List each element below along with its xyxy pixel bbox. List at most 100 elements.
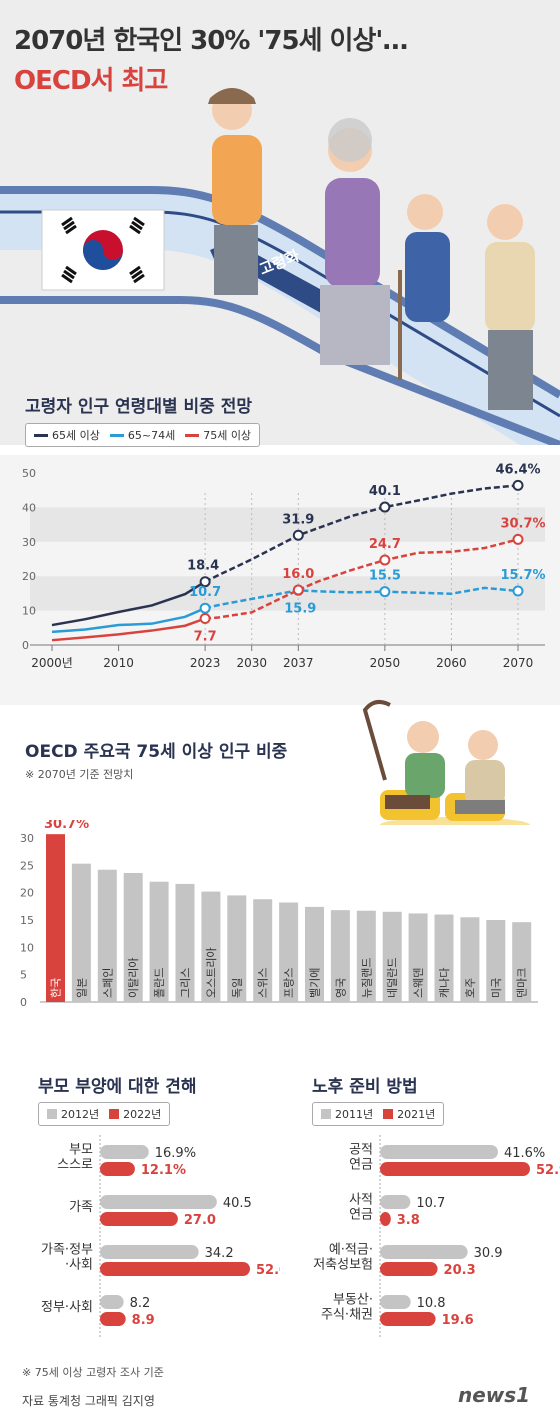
value-label: 30.9 — [474, 1246, 503, 1261]
y-tick-label: 0 — [20, 996, 27, 1009]
category-label: 연금 — [349, 1158, 373, 1173]
y-tick-label: 40 — [22, 501, 36, 514]
data-point — [292, 529, 304, 541]
data-label: 15.9 — [284, 601, 316, 616]
bar-18 — [512, 922, 532, 1002]
bar-1 — [100, 1262, 250, 1276]
data-label: 15.5 — [369, 569, 401, 584]
bar-category-label: 미국 — [490, 978, 503, 998]
bar-9 — [279, 902, 299, 1002]
legend-item-2022: 2022년 — [109, 1106, 161, 1122]
bar-13 — [382, 911, 402, 1002]
bar-0 — [380, 1195, 411, 1209]
bar-category-label: 독일 — [230, 978, 244, 998]
headline-line2: OECD서 최고 — [14, 66, 168, 96]
bar-6 — [201, 891, 221, 1002]
headline-line1: 2070년 한국인 30% '75세 이상'… — [14, 26, 408, 56]
category-label: 스스로 — [57, 1158, 93, 1173]
bar-chart-title: OECD 주요국 75세 이상 인구 비중 — [25, 742, 288, 762]
value-label: 40.5 — [223, 1196, 252, 1211]
category-label: 연금 — [349, 1208, 373, 1223]
category-label: ·사회 — [65, 1258, 93, 1273]
bar-0 — [380, 1145, 498, 1159]
legend-item-65plus: 65세 이상 — [34, 427, 100, 443]
y-tick-label: 30 — [20, 832, 34, 845]
x-tick-label: 2030 — [236, 656, 267, 670]
category-label: 공적 — [349, 1143, 373, 1158]
data-point — [379, 554, 391, 566]
bar-1 — [380, 1262, 438, 1276]
category-label: 주식·채권 — [321, 1308, 373, 1323]
category-label: 가족 — [69, 1200, 93, 1215]
bar-14 — [408, 913, 428, 1002]
series-line-forecast-2 — [205, 538, 519, 620]
legend-item-2021: 2021년 — [383, 1106, 435, 1122]
bar-1 — [71, 863, 91, 1002]
value-label: 16.9% — [155, 1146, 196, 1161]
bar-category-label: 스웨덴 — [412, 968, 425, 998]
y-tick-label: 50 — [22, 467, 36, 480]
y-tick-label: 5 — [20, 969, 27, 982]
x-tick-label: 2070 — [503, 656, 534, 670]
value-label: 19.6 — [442, 1313, 474, 1328]
bar-1 — [100, 1312, 126, 1326]
retirement-prep-legend: 2011년 2021년 — [312, 1102, 445, 1126]
category-label: 정부·사회 — [41, 1300, 93, 1315]
data-label: 18.4 — [187, 559, 219, 574]
bar-0 — [100, 1295, 124, 1309]
category-label: 가족·정부 — [41, 1243, 93, 1258]
data-point — [379, 586, 391, 598]
bar-3 — [123, 872, 143, 1002]
value-label: 52.9% — [536, 1163, 560, 1178]
series-line-2 — [51, 617, 206, 642]
data-point — [512, 479, 524, 491]
data-label: 30.7% — [500, 516, 545, 531]
bar-category-label: 스페인 — [101, 968, 114, 998]
bar-category-label: 프랑스 — [283, 968, 296, 998]
bar-category-label: 벨기에 — [309, 968, 322, 998]
category-label: 부모 — [69, 1143, 93, 1158]
bar-1 — [380, 1162, 530, 1176]
data-label: 24.7 — [369, 537, 401, 552]
x-tick-label: 2023 — [190, 656, 221, 670]
elderly-couple-illustration — [362, 699, 530, 825]
data-point — [512, 533, 524, 545]
value-label: 10.8 — [417, 1296, 446, 1311]
value-label: 34.2 — [205, 1246, 234, 1261]
data-point — [199, 602, 211, 614]
value-label: 8.9 — [132, 1313, 155, 1328]
legend-item-75plus: 75세 이상 — [185, 427, 251, 443]
bar-2 — [97, 869, 117, 1002]
category-label: 예·적금· — [329, 1243, 373, 1258]
bar-15 — [434, 914, 454, 1002]
category-label: 저축성보험 — [313, 1258, 373, 1273]
news1-logo: news1 — [458, 1383, 531, 1407]
bar-category-label: 이탈리아 — [127, 958, 140, 998]
value-label: 12.1% — [141, 1163, 186, 1178]
y-tick-label: 20 — [20, 887, 34, 900]
y-tick-label: 15 — [20, 914, 34, 927]
series-line-1 — [51, 607, 206, 634]
bar-category-label: 캐나다 — [438, 968, 451, 998]
footer-note: ※ 75세 이상 고령자 조사 기준 — [22, 1366, 164, 1379]
bar-0 — [46, 834, 65, 1002]
data-label: 40.1 — [369, 484, 401, 499]
footer-source: 자료 통계청 그래픽 김지영 — [22, 1394, 155, 1408]
bar-category-label: 한국 — [50, 978, 63, 998]
value-label: 52.0 — [256, 1263, 280, 1278]
x-tick-label: 2010 — [103, 656, 134, 670]
data-point — [292, 584, 304, 596]
bar-8 — [253, 899, 273, 1002]
bar-16 — [460, 917, 480, 1002]
data-label: 10.7 — [189, 585, 221, 600]
y-tick-label: 25 — [20, 859, 34, 872]
bar-1 — [100, 1212, 178, 1226]
data-label: 16.0 — [282, 567, 314, 582]
korea-flag-icon — [41, 209, 165, 291]
elderly-people-illustration — [208, 88, 535, 410]
data-label: 7.7 — [194, 630, 217, 645]
data-label: 46.4% — [495, 462, 540, 477]
x-tick-label: 2037 — [283, 656, 314, 670]
